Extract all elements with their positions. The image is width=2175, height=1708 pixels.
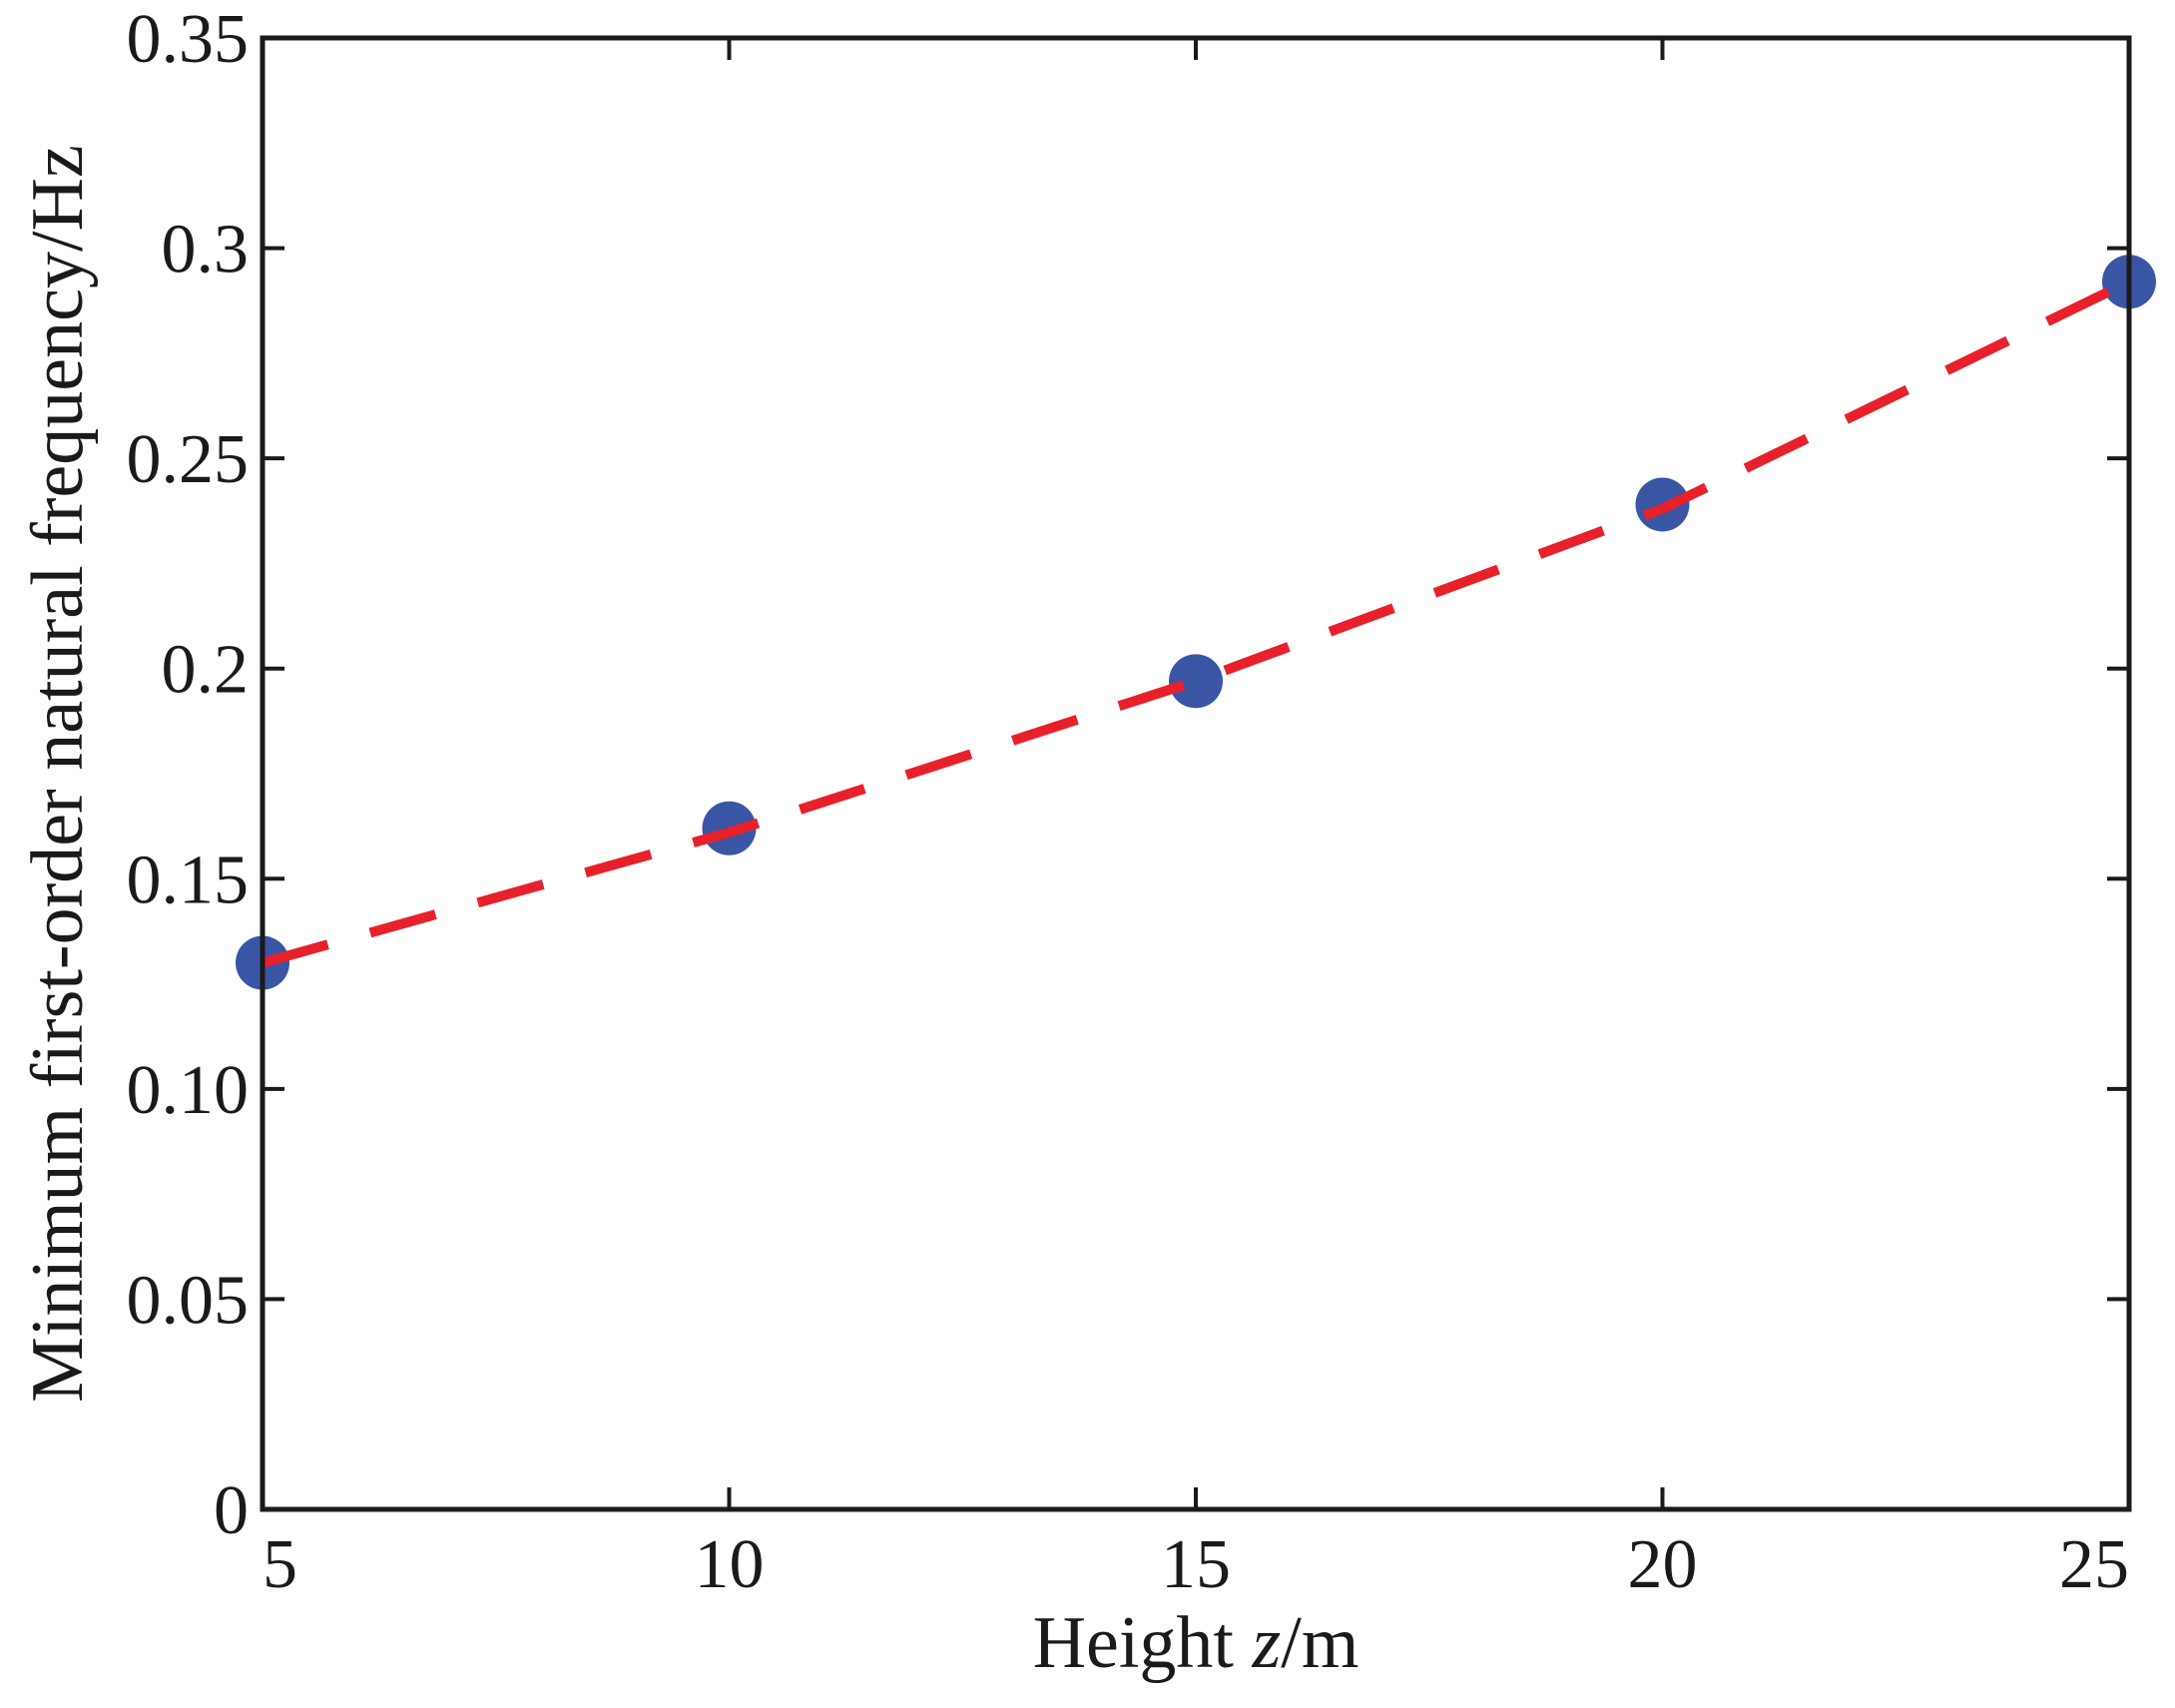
tick-labels: 0 0.05 0.10 0.15 0.2 0.25 0.3 0.35 5 10 15 20 25 [127, 1, 2130, 1603]
y-tick-label: 0.35 [127, 1, 250, 78]
y-tick-label: 0 [214, 1472, 249, 1549]
x-tick-label: 5 [263, 1526, 297, 1603]
x-tick-label: 20 [1628, 1526, 1698, 1603]
x-tick-label: 25 [2059, 1526, 2129, 1603]
x-tick-label: 15 [1161, 1526, 1231, 1603]
axis-ticks [261, 36, 2131, 1511]
y-tick-label: 0.25 [127, 421, 250, 498]
x-tick-label: 10 [695, 1526, 765, 1603]
y-tick-label: 0.15 [127, 842, 250, 918]
y-tick-label: 0.05 [127, 1262, 250, 1339]
y-tick-label: 0.3 [162, 212, 250, 288]
trend-line [261, 277, 2132, 968]
x-axis-label: Height z/m [1033, 1602, 1359, 1684]
plot-series [236, 255, 2156, 990]
x-axis-label-prefix: Height [1033, 1602, 1253, 1684]
y-tick-label: 0.2 [162, 632, 250, 709]
y-tick-label: 0.10 [127, 1052, 250, 1129]
x-axis-label-unit: /m [1281, 1602, 1359, 1684]
x-axis-label-variable: z [1251, 1602, 1281, 1684]
data-point [1169, 654, 1223, 709]
plot-frame [260, 35, 2132, 1512]
y-axis-label: Minimum first-order natural frequency/Hz [17, 145, 99, 1403]
